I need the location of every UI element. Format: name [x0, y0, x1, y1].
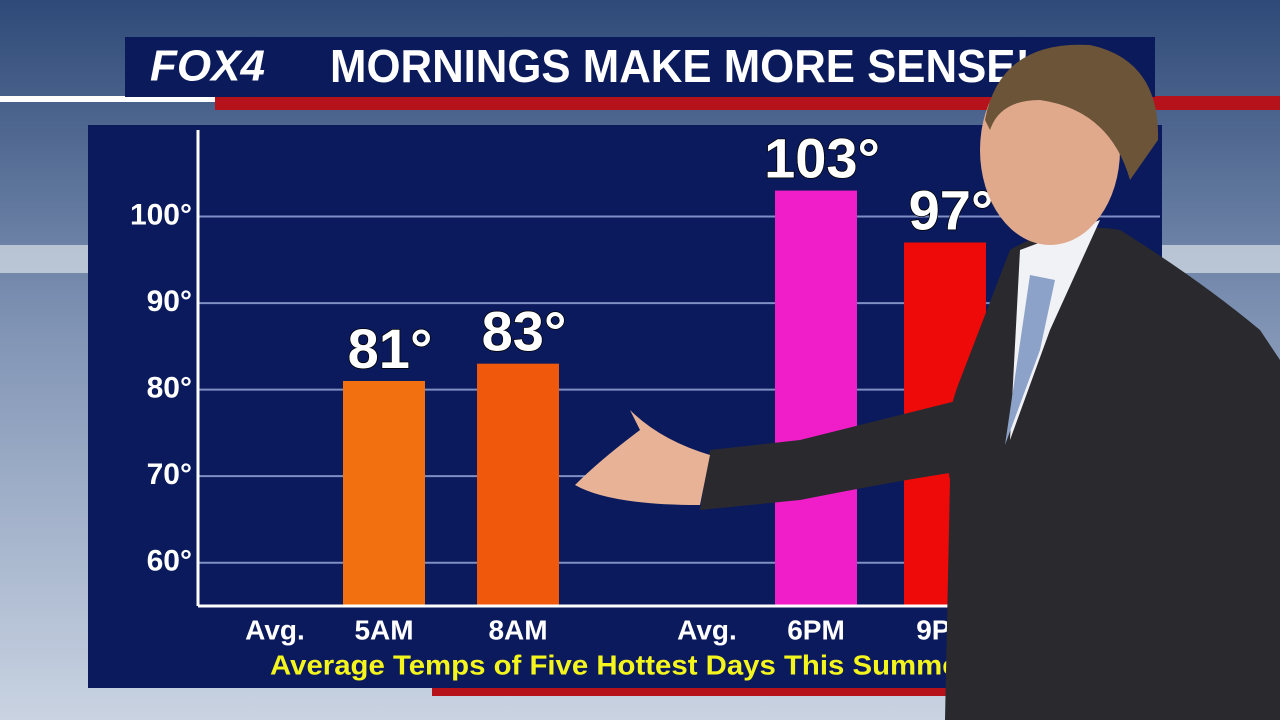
value-label: 97° — [909, 178, 994, 241]
value-label: 83° — [482, 299, 567, 362]
value-label: 103° — [764, 126, 880, 189]
y-tick-label: 60° — [147, 545, 192, 578]
y-tick-label: 90° — [147, 285, 192, 318]
y-tick-label: 70° — [147, 458, 192, 491]
chart-subtitle: Average Temps of Five Hottest Days This … — [270, 649, 970, 680]
value-label: 81° — [348, 317, 433, 380]
plot: 60° 70° 80° 90° 100° Avg. 5AM 81° 8AM 83° Avg. 6PM 1… — [130, 126, 1160, 645]
title-bar — [125, 37, 1155, 97]
y-tick-label: 80° — [147, 372, 192, 405]
bar — [775, 190, 857, 606]
x-tick-label: Avg. — [245, 614, 305, 645]
x-tick-label: Avg. — [677, 614, 737, 645]
logo: FOX4 — [150, 42, 265, 91]
bottom-red-stripe — [432, 688, 1132, 696]
bar — [343, 380, 425, 606]
white-stripe — [0, 96, 215, 102]
x-tick-label: 6PM — [787, 614, 845, 645]
bar — [477, 363, 559, 606]
presenter — [575, 44, 1280, 720]
y-tick-label: 100° — [130, 198, 192, 231]
x-tick-label: 8AM — [488, 614, 547, 645]
chart-title: MORNINGS MAKE MORE SENSE! — [330, 40, 1030, 92]
x-tick-label: 5AM — [354, 614, 413, 645]
